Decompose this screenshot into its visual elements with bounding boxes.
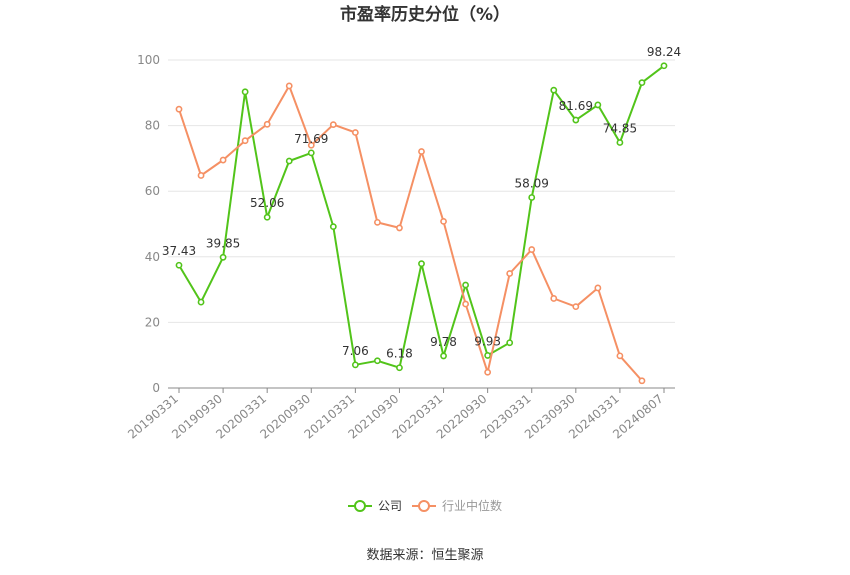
data-point[interactable]: [550, 295, 558, 302]
data-point[interactable]: [528, 246, 536, 253]
legend[interactable]: 公司 行业中位数: [348, 498, 502, 513]
legend-marker-company: [354, 500, 366, 512]
legend-item-company[interactable]: 公司: [348, 499, 402, 513]
y-tick-label: 20: [145, 315, 160, 329]
data-point[interactable]: [550, 86, 558, 94]
data-point[interactable]: [594, 284, 602, 292]
data-label: 9.93: [474, 334, 501, 348]
data-point[interactable]: [572, 303, 580, 311]
data-label: 6.18: [386, 347, 413, 361]
data-label: 9.78: [430, 335, 457, 349]
chart-title: 市盈率历史分位（%）: [340, 4, 510, 25]
legend-item-industry-median[interactable]: 行业中位数: [412, 498, 502, 513]
data-point[interactable]: [241, 88, 249, 96]
data-point[interactable]: [660, 62, 668, 70]
data-point[interactable]: [374, 218, 381, 226]
data-point[interactable]: [197, 172, 205, 179]
source-note: 数据来源：恒生聚源: [366, 548, 483, 563]
data-point[interactable]: [638, 377, 646, 385]
data-point[interactable]: [219, 156, 227, 164]
data-point[interactable]: [616, 139, 624, 146]
data-point[interactable]: [484, 352, 492, 359]
data-point[interactable]: [175, 261, 183, 269]
data-point[interactable]: [351, 129, 359, 136]
data-label: 58.09: [515, 176, 549, 190]
data-labels: 37.43 39.85 52.06 71.69 7.06 6.18 9.78 9.93 58.0…: [162, 45, 681, 361]
data-point[interactable]: [197, 298, 205, 306]
legend-marker-industry-median: [418, 500, 430, 512]
data-point[interactable]: [462, 281, 469, 289]
data-point[interactable]: [528, 194, 536, 201]
data-point[interactable]: [440, 352, 447, 360]
grid-lines: [168, 59, 675, 323]
data-label: 81.69: [559, 99, 593, 113]
data-point[interactable]: [219, 253, 227, 261]
legend-label-company: 公司: [378, 499, 402, 513]
data-label: 52.06: [250, 196, 284, 210]
data-point[interactable]: [263, 120, 271, 128]
data-point[interactable]: [307, 141, 315, 149]
data-point[interactable]: [638, 79, 646, 87]
data-point[interactable]: [329, 223, 337, 231]
data-point[interactable]: [241, 137, 249, 145]
data-label: 98.24: [647, 45, 681, 59]
data-point[interactable]: [396, 224, 403, 232]
legend-label-industry-median: 行业中位数: [442, 498, 502, 513]
data-point[interactable]: [616, 352, 624, 360]
data-label: 37.43: [162, 244, 196, 258]
data-label: 7.06: [342, 344, 369, 358]
data-point[interactable]: [418, 260, 425, 268]
data-point[interactable]: [396, 364, 403, 372]
data-point[interactable]: [572, 116, 580, 124]
data-point[interactable]: [462, 300, 469, 308]
data-point[interactable]: [285, 82, 293, 90]
y-tick-label: 100: [137, 53, 160, 67]
data-point[interactable]: [506, 270, 514, 277]
data-point[interactable]: [351, 361, 359, 369]
data-point[interactable]: [594, 101, 602, 109]
data-point[interactable]: [418, 148, 425, 155]
data-point[interactable]: [329, 121, 337, 129]
data-point[interactable]: [506, 339, 514, 347]
series-line: [178, 84, 643, 382]
data-point[interactable]: [175, 105, 183, 113]
data-point[interactable]: [263, 213, 271, 221]
data-label: 39.85: [206, 236, 240, 250]
data-point[interactable]: [285, 157, 293, 165]
data-label: 74.85: [603, 121, 637, 135]
data-point[interactable]: [374, 357, 381, 365]
data-point[interactable]: [440, 217, 447, 225]
y-tick-label: 0: [152, 381, 160, 395]
y-tick-label: 40: [145, 250, 160, 264]
data-point[interactable]: [484, 368, 492, 376]
y-tick-label: 60: [145, 184, 160, 198]
y-tick-label: 80: [145, 119, 160, 133]
data-point[interactable]: [307, 149, 315, 157]
series-layer: [175, 62, 668, 385]
data-label: 71.69: [294, 132, 328, 146]
